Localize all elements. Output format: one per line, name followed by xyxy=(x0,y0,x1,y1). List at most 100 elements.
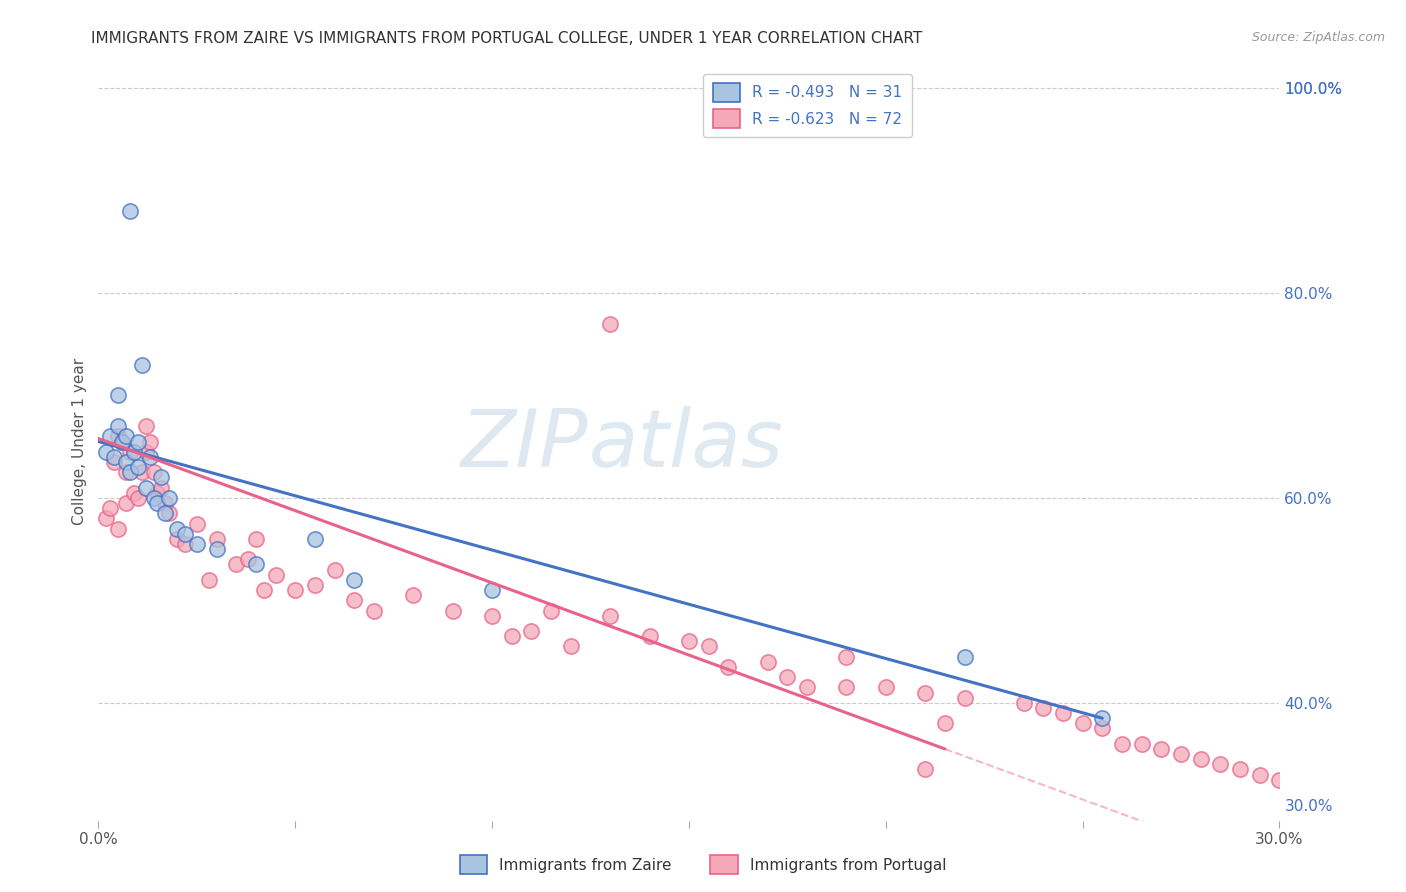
Point xyxy=(776,670,799,684)
Point xyxy=(111,434,134,449)
Point xyxy=(135,481,157,495)
Point xyxy=(1052,706,1074,720)
Point xyxy=(186,516,208,531)
Point xyxy=(118,204,141,219)
Point xyxy=(118,444,141,458)
Point xyxy=(501,629,523,643)
Point xyxy=(481,583,503,598)
Point xyxy=(678,634,700,648)
Point xyxy=(127,434,149,449)
Legend: R = -0.493   N = 31, R = -0.623   N = 72: R = -0.493 N = 31, R = -0.623 N = 72 xyxy=(703,74,911,137)
Point xyxy=(107,419,129,434)
Point xyxy=(1189,752,1212,766)
Y-axis label: College, Under 1 year: College, Under 1 year xyxy=(72,358,87,525)
Point xyxy=(236,552,259,566)
Point xyxy=(107,388,129,402)
Legend: Immigrants from Zaire, Immigrants from Portugal: Immigrants from Zaire, Immigrants from P… xyxy=(454,849,952,880)
Point xyxy=(135,419,157,434)
Point xyxy=(135,444,157,458)
Point xyxy=(953,690,976,705)
Point xyxy=(96,511,118,525)
Point xyxy=(127,491,149,505)
Text: IMMIGRANTS FROM ZAIRE VS IMMIGRANTS FROM PORTUGAL COLLEGE, UNDER 1 YEAR CORRELAT: IMMIGRANTS FROM ZAIRE VS IMMIGRANTS FROM… xyxy=(91,31,922,46)
Point xyxy=(225,558,247,572)
Point xyxy=(205,532,228,546)
Point xyxy=(245,558,267,572)
Point xyxy=(166,522,188,536)
Point xyxy=(323,563,346,577)
Point xyxy=(560,640,582,654)
Point xyxy=(441,604,464,618)
Point xyxy=(599,317,621,331)
Point xyxy=(1170,747,1192,761)
Point xyxy=(98,501,121,516)
Point xyxy=(363,604,385,618)
Point xyxy=(122,485,145,500)
Point xyxy=(284,583,307,598)
Point xyxy=(245,532,267,546)
Point xyxy=(1209,757,1232,772)
Point xyxy=(934,716,956,731)
Point xyxy=(174,526,197,541)
Point xyxy=(142,465,165,479)
Point xyxy=(138,434,160,449)
Point xyxy=(127,460,149,475)
Point xyxy=(1150,742,1173,756)
Text: atlas: atlas xyxy=(589,407,783,484)
Point xyxy=(107,429,129,443)
Point xyxy=(796,681,818,695)
Point xyxy=(118,465,141,479)
Point xyxy=(1268,772,1291,787)
Point xyxy=(756,655,779,669)
Point xyxy=(599,608,621,623)
Point xyxy=(264,567,287,582)
Point xyxy=(1229,763,1251,777)
Point xyxy=(186,537,208,551)
Point xyxy=(115,429,138,443)
Point xyxy=(197,573,219,587)
Point xyxy=(138,450,160,464)
Text: Source: ZipAtlas.com: Source: ZipAtlas.com xyxy=(1251,31,1385,45)
Point xyxy=(540,604,562,618)
Point xyxy=(111,434,134,449)
Point xyxy=(155,496,177,510)
Point xyxy=(343,573,366,587)
Point xyxy=(122,444,145,458)
Point xyxy=(146,485,169,500)
Point xyxy=(103,450,125,464)
Point xyxy=(115,496,138,510)
Point xyxy=(98,429,121,443)
Point xyxy=(1249,767,1271,781)
Point xyxy=(157,506,180,520)
Point xyxy=(1130,737,1153,751)
Point xyxy=(1091,722,1114,736)
Point xyxy=(166,532,188,546)
Point xyxy=(131,465,153,479)
Point xyxy=(103,455,125,469)
Text: ZIP: ZIP xyxy=(461,407,589,484)
Point xyxy=(835,681,858,695)
Point xyxy=(174,537,197,551)
Point xyxy=(638,629,661,643)
Point xyxy=(146,496,169,510)
Point xyxy=(343,593,366,607)
Point xyxy=(717,660,740,674)
Point xyxy=(402,588,425,602)
Point xyxy=(914,763,936,777)
Point xyxy=(150,470,173,484)
Point xyxy=(481,608,503,623)
Point xyxy=(155,506,177,520)
Point xyxy=(1091,711,1114,725)
Point xyxy=(142,491,165,505)
Point xyxy=(1071,716,1094,731)
Point xyxy=(520,624,543,639)
Point xyxy=(1012,696,1035,710)
Point xyxy=(115,455,138,469)
Point xyxy=(157,491,180,505)
Point xyxy=(1111,737,1133,751)
Point xyxy=(107,522,129,536)
Point xyxy=(205,542,228,557)
Point xyxy=(96,444,118,458)
Point xyxy=(304,578,326,592)
Point xyxy=(1032,701,1054,715)
